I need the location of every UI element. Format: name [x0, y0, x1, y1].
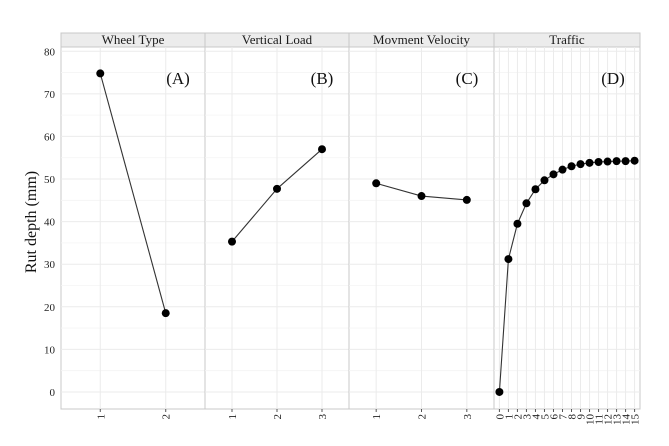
y-tick-label: 0 — [50, 387, 56, 399]
x-tick-label: 6 — [548, 414, 560, 420]
x-tick-label: 1 — [371, 414, 383, 420]
panel-strip-label: Vertical Load — [242, 32, 313, 47]
data-point — [372, 179, 381, 188]
x-tick-label: 1 — [503, 414, 515, 420]
data-point — [621, 157, 630, 166]
x-tick-label: 2 — [161, 414, 173, 420]
panel-strip-label: Traffic — [549, 32, 585, 47]
x-tick-label: 2 — [512, 414, 524, 420]
panel-strip-label: Wheel Type — [102, 32, 165, 47]
series-line — [498, 160, 635, 393]
data-point — [513, 219, 522, 228]
panel-strip — [493, 32, 641, 48]
data-point — [522, 199, 531, 208]
data-point — [567, 162, 576, 171]
panel-tag-label: (D) — [601, 69, 625, 88]
x-tick-label: 0 — [494, 414, 506, 420]
data-point — [576, 160, 585, 169]
data-point — [558, 165, 567, 174]
x-tick-label: 11 — [594, 414, 606, 425]
panel-frame — [60, 32, 206, 410]
y-tick-label: 70 — [44, 89, 56, 101]
y-tick-label: 50 — [44, 174, 56, 186]
x-tick-label: 2 — [417, 414, 429, 420]
x-tick-label: 12 — [603, 414, 615, 425]
data-point — [161, 309, 170, 318]
x-tick-label: 3 — [521, 414, 533, 420]
data-point — [531, 185, 540, 194]
y-tick-label: 10 — [44, 344, 56, 356]
y-axis-title: Rut depth (mm) — [23, 171, 40, 273]
x-tick-label: 1 — [227, 414, 239, 420]
data-point — [417, 192, 426, 201]
facet-panel: Vertical Load 1 2 3 (B) — [204, 32, 350, 420]
panel-tag-label: (C) — [456, 69, 479, 88]
x-tick-label: 13 — [612, 414, 624, 426]
data-point — [630, 156, 639, 165]
data-point — [549, 170, 558, 179]
x-tick-label: 9 — [576, 414, 588, 420]
x-tick-label: 3 — [462, 414, 474, 420]
data-point — [228, 237, 236, 246]
data-point — [273, 184, 281, 193]
y-tick-label: 20 — [44, 302, 56, 314]
x-tick-label: 5 — [539, 414, 551, 420]
x-tick-label: 7 — [557, 414, 569, 420]
y-tick-label: 60 — [44, 131, 56, 143]
series-line — [99, 73, 167, 314]
data-point — [96, 69, 105, 78]
y-axis-tick-labels: 0 10 20 30 40 50 60 70 80 — [44, 46, 56, 399]
panel-strip-label: Movment Velocity — [373, 32, 470, 47]
facet-panel: Movment Velocity 1 2 3 (C) — [348, 32, 495, 420]
y-tick-label: 30 — [44, 259, 56, 271]
x-tick-label: 10 — [585, 414, 597, 426]
data-point — [462, 195, 471, 204]
data-point — [504, 255, 513, 264]
x-tick-label: 14 — [621, 414, 633, 426]
y-tick-label: 40 — [44, 217, 56, 229]
data-point — [585, 158, 594, 167]
x-tick-label: 4 — [530, 414, 542, 420]
data-point — [495, 387, 504, 396]
panel-tag-label: (B) — [311, 69, 334, 88]
y-tick-label: 80 — [44, 46, 56, 58]
data-point — [603, 157, 612, 166]
x-tick-label: 2 — [272, 414, 284, 420]
panel-tag-label: (A) — [166, 69, 190, 88]
x-tick-label: 3 — [317, 414, 329, 420]
x-tick-label: 1 — [95, 414, 107, 420]
x-tick-label: 15 — [630, 414, 642, 426]
x-tick-label: 8 — [567, 414, 579, 420]
facet-panel: Wheel Type 1 2 (A) — [60, 32, 206, 420]
data-point — [318, 145, 326, 154]
data-point — [594, 157, 603, 166]
data-point — [612, 157, 621, 166]
data-point — [540, 176, 549, 185]
